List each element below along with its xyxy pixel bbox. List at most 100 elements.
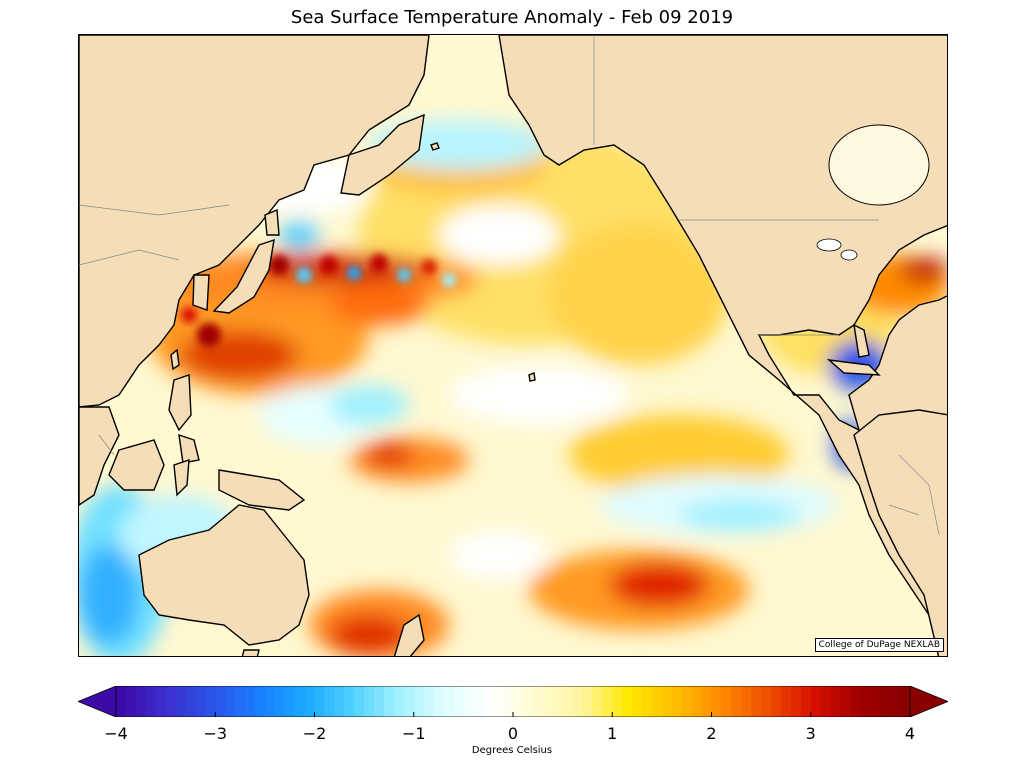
colorbar-segment: [413, 686, 425, 717]
colorbar-segment: [235, 686, 246, 717]
colorbar-segment: [751, 686, 762, 717]
colorbar-segment: [433, 686, 445, 717]
colorbar-segment: [503, 686, 514, 717]
colorbar-segment: [225, 686, 236, 717]
colorbar-segment: [135, 686, 147, 717]
colorbar-svg: [76, 685, 950, 718]
borders: [79, 35, 940, 536]
colorbar-segment: [453, 686, 464, 717]
colorbar-segment: [344, 686, 355, 717]
colorbar-segment: [850, 686, 861, 717]
colorbar-label: Degrees Celsius: [471, 745, 553, 756]
kuroshio-eddies: [181, 254, 456, 347]
map-title: Sea Surface Temperature Anomaly - Feb 09…: [290, 7, 734, 28]
colorbar-segment: [691, 686, 703, 717]
colorbar-segment: [562, 686, 574, 717]
colorbar-segment: [245, 686, 256, 717]
colorbar-segment: [493, 686, 504, 717]
colorbar-segment: [870, 686, 881, 717]
colorbar-tick-label: −3: [203, 724, 228, 743]
colorbar-segment: [314, 686, 326, 717]
colorbar-segment: [840, 686, 852, 717]
credit-label: College of DuPage NEXLAB: [814, 638, 944, 652]
colorbar-segment: [771, 686, 782, 717]
colorbar-extend-high: [909, 685, 950, 718]
colorbar-extend-low: [76, 685, 117, 718]
hudson-bay: [828, 124, 930, 206]
colorbar-segment: [741, 686, 752, 717]
colorbar-segment: [900, 686, 911, 717]
colorbar-segment: [602, 686, 613, 717]
colorbar-segment: [552, 686, 564, 717]
colorbar-segment: [205, 686, 216, 717]
colorbar-segment: [274, 686, 286, 717]
colorbar-tick-label: 4: [904, 724, 916, 743]
colorbar-segment: [681, 686, 693, 717]
colorbar-segment: [731, 686, 742, 717]
colorbar-segment: [254, 686, 266, 717]
colorbar-segment: [532, 686, 544, 717]
colorbar-segment: [790, 686, 802, 717]
colorbar-tick-label: 0: [507, 724, 519, 743]
colorbar-segment: [800, 686, 812, 717]
colorbar-segment: [830, 686, 842, 717]
colorbar-segment: [264, 686, 276, 717]
colorbar-tick-label: 3: [805, 724, 816, 743]
colorbar-segment: [185, 686, 196, 717]
colorbar-segment: [622, 686, 633, 717]
colorbar-segment: [195, 686, 206, 717]
colorbar-segment: [661, 686, 673, 717]
colorbar-segment: [403, 686, 415, 717]
colorbar-segment: [671, 686, 683, 717]
colorbar-segment: [721, 686, 732, 717]
colorbar-segment: [632, 686, 643, 717]
colorbar-segment: [116, 686, 127, 717]
colorbar-segment: [443, 686, 455, 717]
colorbar-segment: [354, 686, 365, 717]
colorbar-segment: [284, 686, 296, 717]
colorbar-segment: [701, 686, 713, 717]
colorbar-segment: [642, 686, 653, 717]
colorbar-segment: [860, 686, 871, 717]
colorbar-segment: [423, 686, 435, 717]
colorbar-segment: [592, 686, 603, 717]
colorbar-segment: [711, 686, 723, 717]
colorbar-tick-label: 1: [607, 724, 618, 743]
colorbar-segment: [304, 686, 316, 717]
colorbar-segment: [165, 686, 177, 717]
colorbar-segment: [383, 686, 395, 717]
colorbar-segment: [582, 686, 593, 717]
colorbar-segment: [175, 686, 187, 717]
colorbar-tick-label: 2: [706, 724, 717, 743]
colorbar-segment: [393, 686, 405, 717]
colorbar-segment: [145, 686, 157, 717]
sst-anomaly-map: College of DuPage NEXLAB: [78, 34, 948, 657]
colorbar-segment: [810, 686, 822, 717]
colorbar-tick-label: −4: [104, 724, 128, 743]
colorbar-segment: [473, 686, 484, 717]
colorbar-tick-label: −1: [401, 724, 426, 743]
colorbar-segment: [294, 686, 306, 717]
map-canvas: [79, 35, 947, 656]
colorbar: [76, 685, 950, 718]
colorbar-segment: [374, 686, 385, 717]
colorbar-tick-label: −2: [302, 724, 327, 743]
colorbar-segment: [334, 686, 345, 717]
colorbar-segment: [612, 686, 623, 717]
colorbar-segment: [522, 686, 534, 717]
colorbar-segment: [463, 686, 474, 717]
colorbar-segment: [820, 686, 832, 717]
colorbar-segment: [364, 686, 375, 717]
colorbar-segment: [125, 686, 137, 717]
colorbar-segment: [572, 686, 584, 717]
colorbar-segment: [324, 686, 335, 717]
colorbar-segment: [483, 686, 494, 717]
great-lakes: [816, 238, 858, 261]
colorbar-segment: [513, 686, 524, 717]
colorbar-segment: [155, 686, 167, 717]
colorbar-segment: [761, 686, 772, 717]
colorbar-segment: [780, 686, 792, 717]
colorbar-segment: [651, 686, 663, 717]
colorbar-segment: [215, 686, 226, 717]
colorbar-segment: [542, 686, 554, 717]
